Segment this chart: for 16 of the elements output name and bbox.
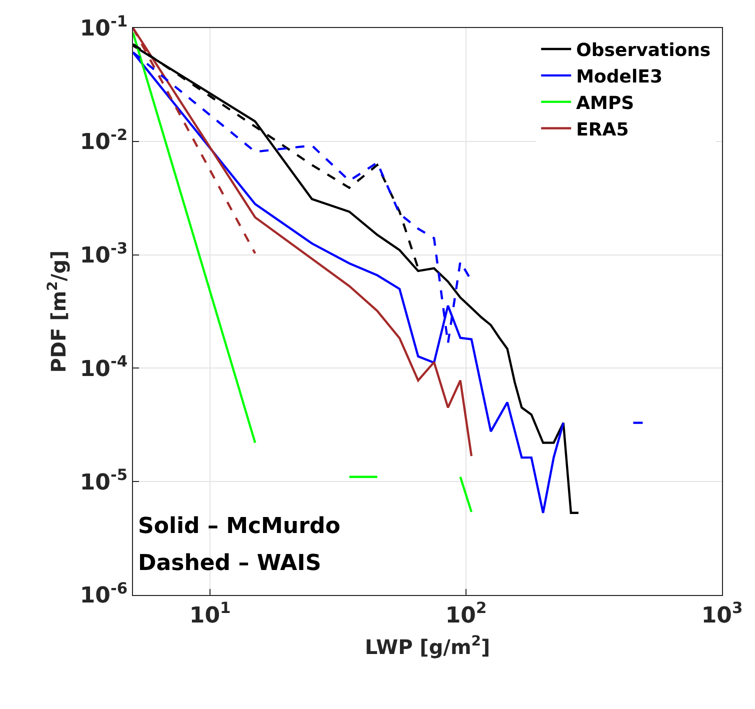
legend-label: ModelE3 xyxy=(576,66,662,88)
x-tick-label: 10$^{1}$ xyxy=(189,599,231,628)
y-tick-label: 10$^{-6}$ xyxy=(80,579,128,609)
x-axis-title: LWP [g/m$^{2}$] xyxy=(364,634,490,659)
y-tick-label: 10$^{-1}$ xyxy=(80,12,128,42)
y-tick-label: 10$^{-4}$ xyxy=(80,352,128,382)
legend-label: Observations xyxy=(576,40,711,62)
y-tick-label: 10$^{-3}$ xyxy=(80,239,128,268)
x-tick-label: 10$^{3}$ xyxy=(701,599,743,628)
y-tick-label: 10$^{-5}$ xyxy=(80,466,128,496)
legend-label: ERA5 xyxy=(576,119,629,140)
x-tick-label: 10$^{2}$ xyxy=(445,599,487,628)
annotation: Dashed – WAIS xyxy=(138,551,322,576)
annotation: Solid – McMurdo xyxy=(138,514,340,539)
legend-label: AMPS xyxy=(576,92,634,114)
y-tick-label: 10$^{-2}$ xyxy=(80,126,128,156)
